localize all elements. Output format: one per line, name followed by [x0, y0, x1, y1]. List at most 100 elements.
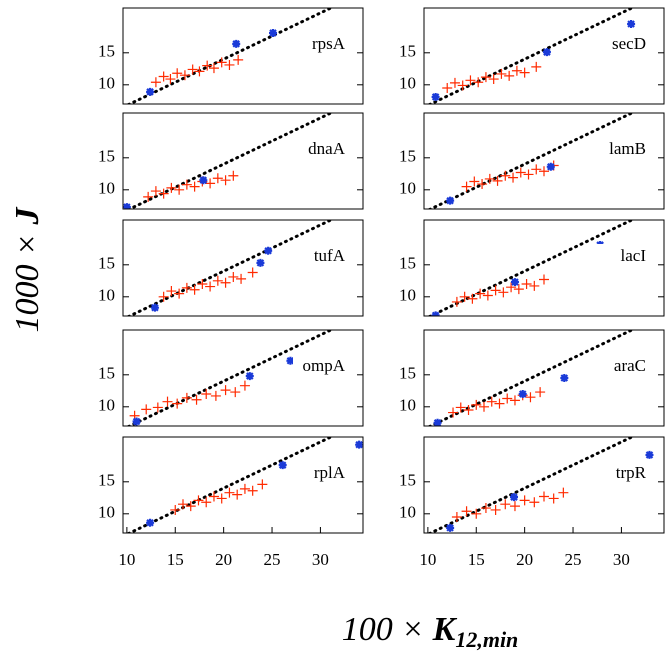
label-box	[293, 32, 357, 56]
scatter-point	[233, 54, 244, 65]
fit-line	[126, 330, 335, 426]
scatter-point	[477, 179, 488, 190]
scatter-point	[511, 65, 522, 76]
label-box	[293, 354, 357, 378]
panel-label: dnaA	[308, 139, 346, 158]
highlight-point	[446, 523, 455, 532]
highlight-point	[355, 440, 363, 449]
scatter-point	[187, 64, 198, 75]
x-tick-label: 25	[264, 550, 281, 569]
scatter-point	[484, 173, 495, 184]
scatter-point	[465, 75, 476, 86]
scatter-point	[482, 290, 493, 301]
scatter-point	[529, 497, 540, 508]
scatter-point	[480, 503, 491, 514]
scatter-point	[210, 390, 221, 401]
y-tick-label: 10	[399, 179, 416, 198]
scatter-point	[525, 392, 536, 403]
scatter-point	[504, 70, 515, 81]
x-label-var: K	[432, 611, 458, 648]
scatter-point	[216, 493, 227, 504]
panel-frame	[423, 219, 665, 317]
scatter-point	[457, 80, 468, 91]
scatter-point	[202, 60, 213, 71]
x-axis-label: 100 × K12,min	[342, 611, 519, 652]
panel-label: ompA	[303, 356, 346, 375]
scatter-point	[506, 282, 517, 293]
scatter-point	[519, 67, 530, 78]
scatter-point	[494, 398, 505, 409]
panel-frame	[122, 329, 364, 427]
scatter-point	[174, 288, 185, 299]
panel-frame	[423, 436, 665, 534]
highlight-point	[269, 28, 277, 37]
panel-label: secD	[612, 34, 646, 53]
y-tick-label: 10	[399, 286, 416, 305]
scatter-point	[172, 68, 183, 79]
scatter-point	[509, 501, 520, 512]
y-tick-label: 10	[399, 396, 416, 415]
panel	[126, 8, 335, 104]
scatter-point	[455, 402, 466, 413]
highlight-point	[510, 493, 518, 502]
scatter-point	[212, 275, 223, 286]
panel-frame	[423, 7, 665, 105]
y-tick-label: 15	[399, 471, 416, 490]
scatter-point	[480, 72, 491, 83]
highlight-point	[446, 196, 455, 205]
scatter-point	[486, 396, 497, 407]
panel	[427, 113, 636, 209]
scatter-point	[181, 392, 192, 403]
scatter-point	[508, 172, 519, 183]
highlight-point	[245, 372, 254, 381]
scatter-point	[208, 491, 219, 502]
panel	[126, 437, 363, 533]
x-label-prefix: 100 ×	[342, 611, 433, 648]
scatter-point	[181, 282, 192, 293]
scatter-point	[185, 501, 196, 512]
scatter-point	[201, 497, 212, 508]
highlight-point	[431, 92, 440, 101]
scatter-point	[247, 485, 258, 496]
scatter-point	[539, 491, 549, 502]
label-box	[293, 244, 357, 268]
y-tick-label: 15	[399, 42, 416, 61]
scatter-point	[492, 175, 503, 186]
scatter-point	[165, 74, 176, 85]
y-label-var: J	[9, 207, 46, 226]
scatter-point	[141, 404, 152, 415]
x-tick-label: 30	[312, 550, 329, 569]
scatter-point	[193, 495, 204, 506]
scatter-point	[208, 63, 219, 74]
fit-line	[126, 8, 335, 104]
scatter-point	[228, 170, 239, 181]
scatter-point	[170, 504, 181, 515]
panel-label: araC	[614, 356, 646, 375]
scatter-point	[201, 389, 212, 399]
y-tick-label: 15	[399, 364, 416, 383]
fit-line	[126, 437, 335, 533]
y-tick-label: 15	[399, 147, 416, 166]
panel-label: tufA	[314, 246, 346, 265]
scatter-point	[257, 479, 268, 490]
label-box	[594, 354, 658, 378]
scatter-point	[539, 166, 549, 177]
scatter-point	[539, 274, 549, 285]
highlight-point	[546, 162, 555, 171]
scatter-point	[220, 385, 231, 396]
scatter-point	[523, 169, 534, 180]
scatter-point	[515, 167, 526, 178]
panel-label: rplA	[314, 463, 346, 482]
scatter-point	[224, 487, 235, 498]
label-box	[594, 461, 658, 485]
highlight-point	[433, 418, 442, 426]
highlight-point	[542, 48, 551, 57]
scatter-point	[548, 493, 559, 504]
scatter-point	[500, 499, 511, 510]
highlight-point	[278, 461, 287, 470]
panel-frame	[122, 7, 364, 105]
panel-label: rpsA	[312, 34, 346, 53]
panel-frame	[423, 112, 665, 210]
scatter-point	[166, 182, 177, 193]
panel	[427, 8, 636, 104]
